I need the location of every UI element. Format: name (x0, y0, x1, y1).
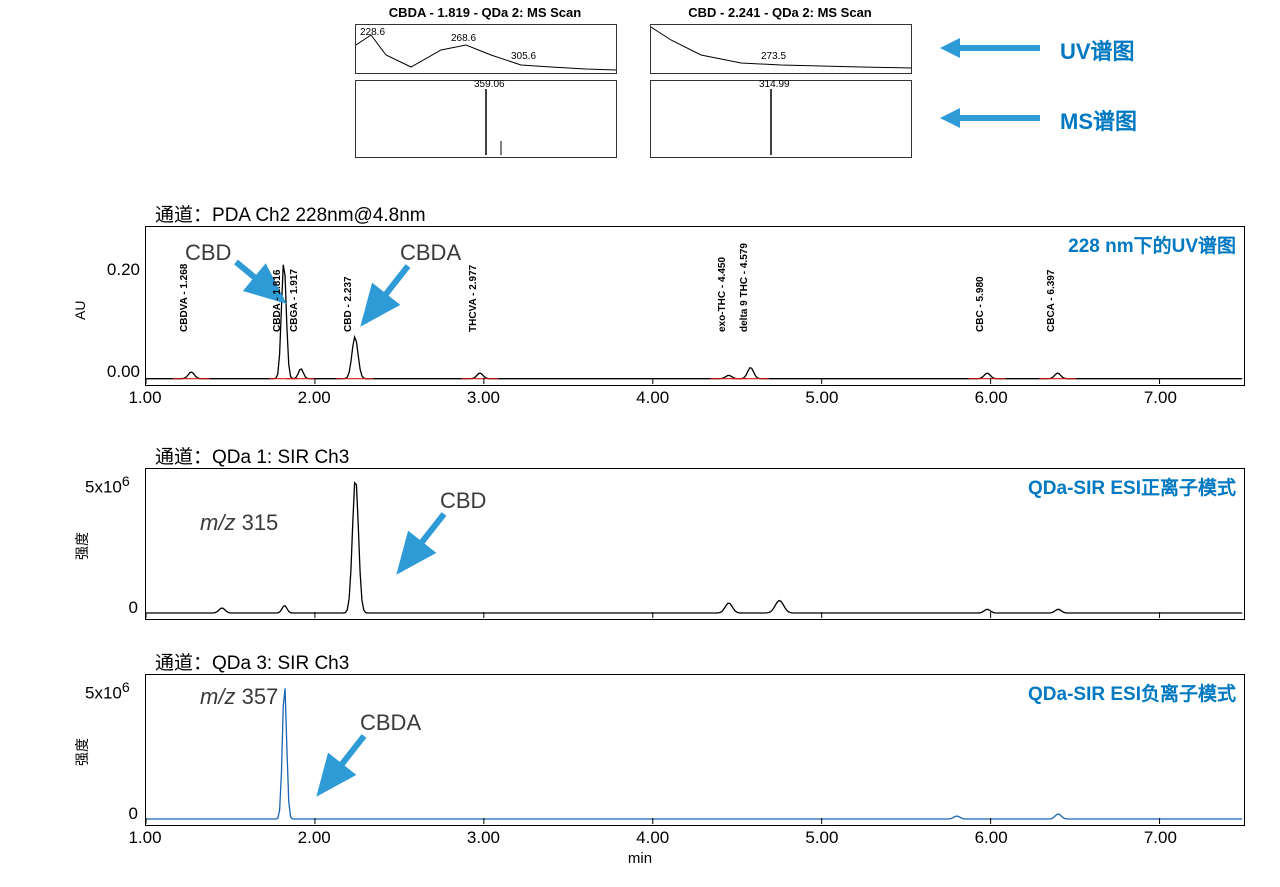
c1-title: 通道：PDA Ch2 228nm@4.8nm (155, 200, 426, 227)
label-ms: MS谱图 (1060, 104, 1137, 136)
peak-label: CBDVA - 1.268 (179, 263, 190, 331)
c2-mz: m/z 315 (200, 510, 278, 536)
c3-mz: m/z 357 (200, 684, 278, 710)
chrom-sir-neg: QDa-SIR ESI负离子模式 (145, 674, 1245, 826)
c2-ylab: 强度 (72, 532, 92, 560)
c3-y1: 5x106 (85, 680, 130, 704)
peak-label: delta 9 THC - 4.579 (739, 243, 750, 332)
thumb-uv-right: 273.5 (650, 24, 912, 74)
xtick: 3.00 (467, 388, 500, 408)
c3-ylab: 强度 (72, 738, 92, 766)
xtick: 5.00 (805, 388, 838, 408)
xtick: 6.00 (975, 388, 1008, 408)
xtick: 7.00 (1144, 388, 1177, 408)
xtick: 7.00 (1144, 828, 1177, 848)
uv1-pk3: 305.6 (511, 51, 536, 62)
chrom-uv: 228 nm下的UV谱图 (145, 226, 1245, 386)
xticks-row1: 1.002.003.004.005.006.007.00 (145, 388, 1245, 408)
arr-c2 (392, 510, 452, 580)
ann-cbd: CBD (185, 240, 231, 266)
xtick: 5.00 (805, 828, 838, 848)
label-uv: UV谱图 (1060, 34, 1135, 66)
c3-right: QDa-SIR ESI负离子模式 (1028, 679, 1236, 706)
thumb2-title: CBD - 2.241 - QDa 2: MS Scan (650, 5, 910, 20)
peak-label: CBCA - 6.397 (1046, 269, 1057, 331)
c1-right: 228 nm下的UV谱图 (1068, 231, 1236, 258)
arr-cbda (356, 262, 416, 332)
c2-y1: 5x106 (85, 474, 130, 498)
thumb-uv-left: 228.6 268.6 305.6 (355, 24, 617, 74)
uv2-pk1: 273.5 (761, 51, 786, 62)
peak-label: CBGA - 1.917 (289, 269, 300, 332)
xticks-row2: 1.002.003.004.005.006.007.00 (145, 828, 1245, 848)
arr-cbd (232, 258, 292, 308)
arr-c3 (312, 732, 372, 802)
thumb1-title: CBDA - 1.819 - QDa 2: MS Scan (355, 5, 615, 20)
xtick: 3.00 (467, 828, 500, 848)
c3-title: 通道：QDa 3: SIR Ch3 (155, 648, 349, 675)
c1-ylab: AU (72, 301, 88, 320)
xtick: 2.00 (298, 388, 331, 408)
peak-label: THCVA - 2.977 (468, 265, 479, 332)
ms2-mz: 314.99 (759, 79, 790, 90)
thumb-ms-left: 359.06 (355, 80, 617, 158)
xtick: 2.00 (298, 828, 331, 848)
uv1-pk1: 228.6 (360, 27, 385, 38)
c3-y0: 0 (108, 804, 138, 824)
xtick: 4.00 (636, 388, 669, 408)
c1-y1: 0.20 (100, 260, 140, 280)
peak-label: CBDA - 1.816 (272, 269, 283, 331)
peak-label: CBC - 5.980 (975, 276, 986, 332)
peak-label: CBD - 2.237 (343, 276, 354, 332)
xtick: 6.00 (975, 828, 1008, 848)
c2-y0: 0 (108, 598, 138, 618)
c1-y0: 0.00 (100, 362, 140, 382)
ms1-mz: 359.06 (474, 79, 505, 90)
chrom-sir-pos: QDa-SIR ESI正离子模式 (145, 468, 1245, 620)
peak-label: exo-THC - 4.450 (717, 257, 728, 332)
c2-title: 通道：QDa 1: SIR Ch3 (155, 442, 349, 469)
xlabel: min (628, 850, 652, 867)
xtick: 1.00 (128, 388, 161, 408)
thumb-ms-right: 314.99 (650, 80, 912, 158)
uv1-pk2: 268.6 (451, 33, 476, 44)
c2-right: QDa-SIR ESI正离子模式 (1028, 473, 1236, 500)
xtick: 1.00 (128, 828, 161, 848)
xtick: 4.00 (636, 828, 669, 848)
